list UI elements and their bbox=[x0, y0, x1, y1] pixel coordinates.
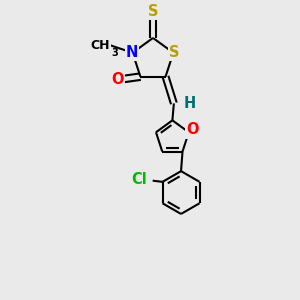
Text: S: S bbox=[148, 4, 158, 19]
Text: CH: CH bbox=[91, 39, 110, 52]
Text: H: H bbox=[184, 96, 196, 111]
Text: O: O bbox=[111, 72, 124, 87]
Text: 3: 3 bbox=[111, 48, 118, 58]
Text: N: N bbox=[126, 45, 138, 60]
Text: S: S bbox=[169, 45, 180, 60]
Text: O: O bbox=[186, 122, 199, 137]
Text: Cl: Cl bbox=[132, 172, 148, 187]
